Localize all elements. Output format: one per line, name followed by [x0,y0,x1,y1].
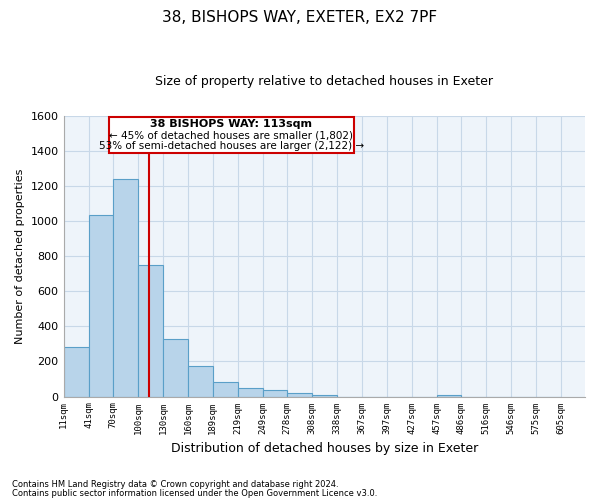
Bar [437,395,461,396]
Bar [64,348,89,397]
Bar [312,395,337,396]
X-axis label: Distribution of detached houses by size in Exeter: Distribution of detached houses by size … [170,442,478,455]
Y-axis label: Number of detached properties: Number of detached properties [15,168,25,344]
Bar [263,390,287,396]
Bar [163,338,188,396]
Text: 38, BISHOPS WAY, EXETER, EX2 7PF: 38, BISHOPS WAY, EXETER, EX2 7PF [163,10,437,25]
Text: Contains public sector information licensed under the Open Government Licence v3: Contains public sector information licen… [12,489,377,498]
Bar [113,179,138,396]
Text: Contains HM Land Registry data © Crown copyright and database right 2024.: Contains HM Land Registry data © Crown c… [12,480,338,489]
Text: ← 45% of detached houses are smaller (1,802): ← 45% of detached houses are smaller (1,… [109,130,353,140]
Text: 38 BISHOPS WAY: 113sqm: 38 BISHOPS WAY: 113sqm [151,119,313,129]
FancyBboxPatch shape [109,118,354,154]
Bar [89,215,113,396]
Bar [238,388,263,396]
Bar [188,366,212,396]
Title: Size of property relative to detached houses in Exeter: Size of property relative to detached ho… [155,75,493,88]
Bar [212,382,238,396]
Bar [138,265,163,396]
Text: 53% of semi-detached houses are larger (2,122) →: 53% of semi-detached houses are larger (… [99,141,364,151]
Bar [287,393,312,396]
